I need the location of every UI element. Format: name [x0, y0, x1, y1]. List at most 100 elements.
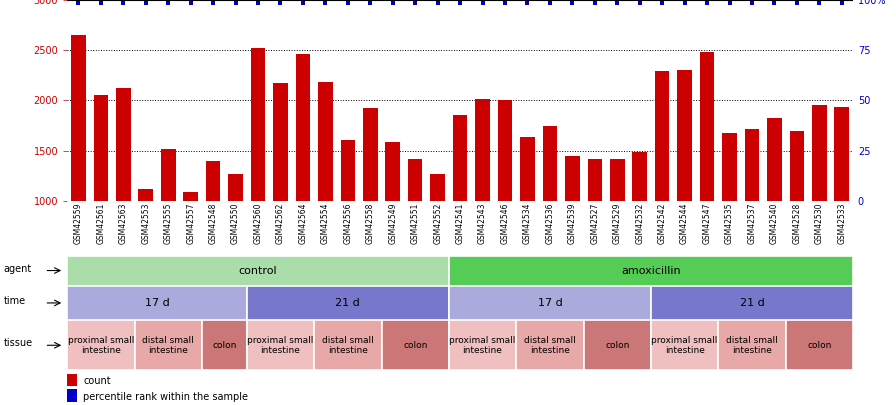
Text: control: control — [238, 266, 278, 275]
Point — [116, 0, 131, 6]
Point — [452, 0, 468, 6]
Bar — [449, 256, 853, 286]
Point — [677, 0, 692, 6]
Point — [251, 0, 265, 6]
Point — [498, 0, 513, 6]
Point — [812, 0, 826, 6]
Text: colon: colon — [403, 341, 427, 350]
Point — [789, 0, 804, 6]
Bar — [134, 320, 202, 370]
Text: percentile rank within the sample: percentile rank within the sample — [83, 392, 248, 402]
Bar — [655, 71, 669, 201]
Bar — [139, 189, 153, 201]
Bar — [786, 320, 853, 370]
Point — [588, 0, 602, 6]
Point — [385, 0, 400, 6]
Bar — [93, 96, 108, 201]
Text: proximal small
intestine: proximal small intestine — [68, 336, 134, 355]
Bar — [363, 109, 377, 201]
Bar — [650, 286, 853, 320]
Bar — [789, 130, 805, 201]
Point — [767, 0, 781, 6]
Bar — [583, 320, 650, 370]
Bar — [116, 88, 131, 201]
Bar — [340, 140, 355, 201]
Text: 17 d: 17 d — [144, 298, 169, 308]
Bar — [67, 374, 77, 386]
Bar — [565, 156, 580, 201]
Point — [745, 0, 759, 6]
Bar — [251, 48, 265, 201]
Bar — [184, 192, 198, 201]
Point — [296, 0, 310, 6]
Text: 17 d: 17 d — [538, 298, 563, 308]
Point — [521, 0, 535, 6]
Bar — [452, 115, 468, 201]
Bar — [296, 54, 310, 201]
Bar — [408, 159, 423, 201]
Point — [184, 0, 198, 6]
Bar — [543, 126, 557, 201]
Text: colon: colon — [807, 341, 831, 350]
Point — [94, 0, 108, 6]
Bar — [385, 142, 400, 201]
Bar — [67, 256, 449, 286]
Text: distal small
intestine: distal small intestine — [524, 336, 576, 355]
Point — [565, 0, 580, 6]
Bar — [521, 136, 535, 201]
Bar — [161, 149, 176, 201]
Point — [273, 0, 288, 6]
Text: amoxicillin: amoxicillin — [621, 266, 681, 275]
Bar — [745, 128, 759, 201]
Bar — [246, 286, 449, 320]
Point — [633, 0, 647, 6]
Point — [610, 0, 625, 6]
Bar — [67, 389, 77, 401]
Text: count: count — [83, 376, 111, 386]
Point — [700, 0, 714, 6]
Bar — [610, 159, 625, 201]
Bar — [449, 286, 650, 320]
Bar — [719, 320, 786, 370]
Text: proximal small
intestine: proximal small intestine — [450, 336, 516, 355]
Text: distal small
intestine: distal small intestine — [726, 336, 778, 355]
Point — [655, 0, 669, 6]
Point — [408, 0, 422, 6]
Bar — [202, 320, 246, 370]
Bar — [767, 117, 781, 201]
Bar — [67, 320, 134, 370]
Bar — [677, 70, 692, 201]
Bar — [273, 83, 288, 201]
Text: tissue: tissue — [4, 338, 32, 348]
Bar — [722, 132, 737, 201]
Text: colon: colon — [605, 341, 630, 350]
Bar — [497, 100, 513, 201]
Bar — [812, 105, 827, 201]
Point — [72, 0, 86, 6]
Point — [722, 0, 737, 6]
Text: distal small
intestine: distal small intestine — [322, 336, 374, 355]
Point — [161, 0, 176, 6]
Text: proximal small
intestine: proximal small intestine — [247, 336, 314, 355]
Point — [318, 0, 332, 6]
Bar — [67, 286, 246, 320]
Bar — [449, 320, 516, 370]
Text: time: time — [4, 296, 25, 306]
Point — [834, 0, 849, 6]
Point — [363, 0, 377, 6]
Text: distal small
intestine: distal small intestine — [142, 336, 194, 355]
Bar — [318, 82, 332, 201]
Bar — [246, 320, 314, 370]
Text: proximal small
intestine: proximal small intestine — [651, 336, 718, 355]
Point — [543, 0, 557, 6]
Point — [139, 0, 153, 6]
Bar — [314, 320, 382, 370]
Bar — [71, 35, 86, 201]
Bar — [382, 320, 449, 370]
Bar — [516, 320, 583, 370]
Point — [430, 0, 444, 6]
Bar — [633, 151, 647, 201]
Bar — [206, 161, 220, 201]
Point — [206, 0, 220, 6]
Bar — [228, 174, 243, 201]
